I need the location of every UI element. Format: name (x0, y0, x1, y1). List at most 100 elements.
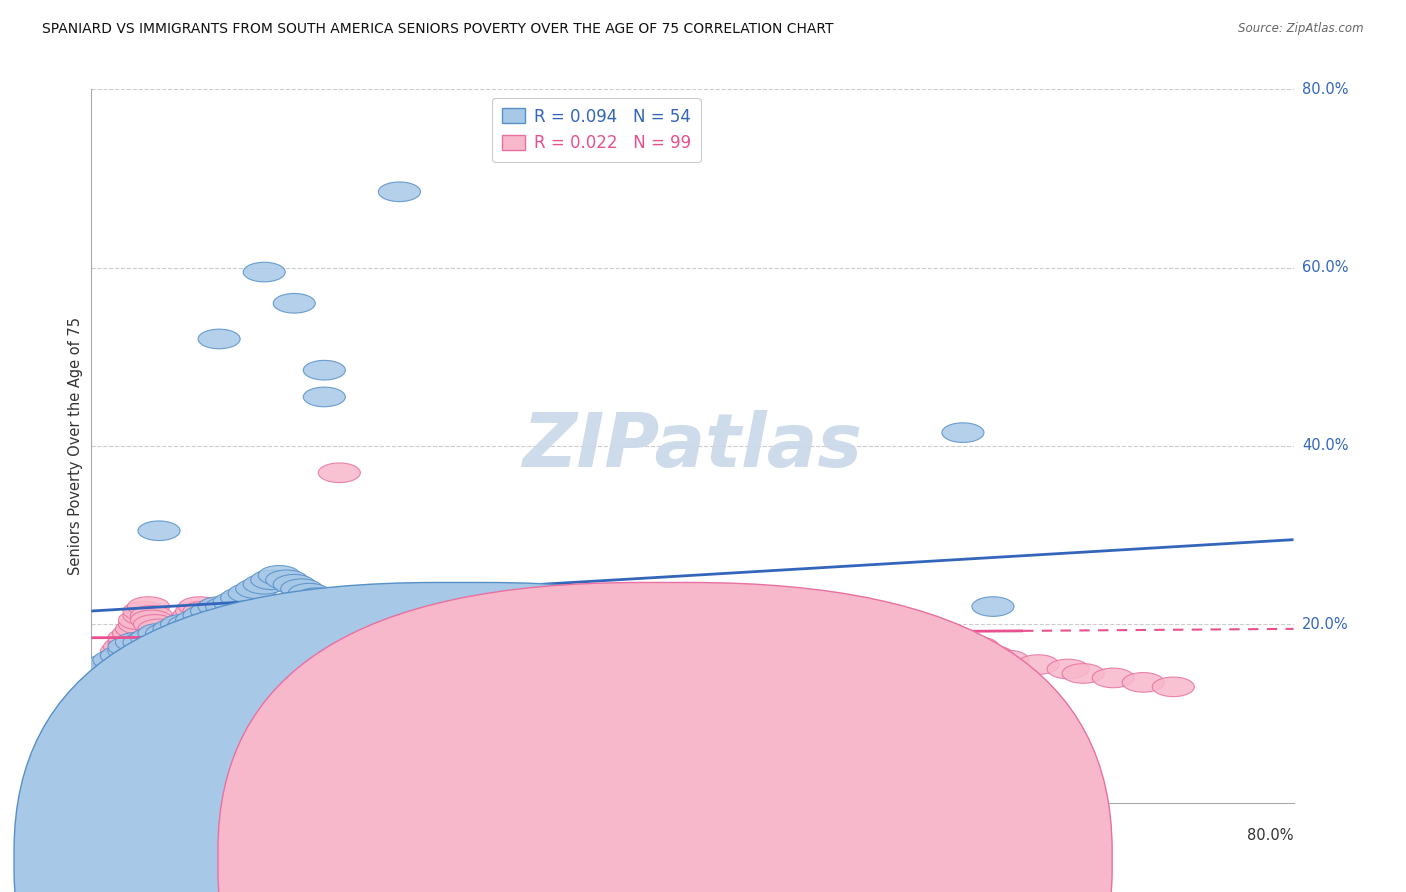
Ellipse shape (567, 668, 609, 688)
Ellipse shape (259, 659, 301, 679)
Ellipse shape (100, 646, 142, 665)
Text: SPANIARD VS IMMIGRANTS FROM SOUTH AMERICA SENIORS POVERTY OVER THE AGE OF 75 COR: SPANIARD VS IMMIGRANTS FROM SOUTH AMERIC… (42, 22, 834, 37)
Ellipse shape (340, 624, 382, 643)
Ellipse shape (333, 704, 375, 723)
Ellipse shape (491, 650, 533, 670)
Ellipse shape (281, 579, 323, 599)
Text: 40.0%: 40.0% (1302, 439, 1348, 453)
Ellipse shape (522, 655, 564, 674)
Text: 80.0%: 80.0% (1247, 828, 1294, 843)
Ellipse shape (153, 619, 195, 639)
Ellipse shape (942, 632, 984, 652)
Ellipse shape (446, 637, 488, 657)
Ellipse shape (131, 606, 173, 625)
Ellipse shape (236, 579, 278, 599)
Ellipse shape (169, 615, 209, 634)
Ellipse shape (179, 597, 221, 616)
Ellipse shape (243, 262, 285, 282)
Ellipse shape (288, 583, 330, 603)
Ellipse shape (115, 632, 157, 652)
Ellipse shape (108, 637, 150, 657)
Ellipse shape (762, 704, 804, 723)
Ellipse shape (987, 650, 1029, 670)
Ellipse shape (89, 668, 131, 688)
Ellipse shape (228, 641, 270, 661)
Ellipse shape (288, 677, 330, 697)
Ellipse shape (115, 619, 157, 639)
Ellipse shape (108, 641, 150, 661)
Ellipse shape (311, 606, 353, 625)
Ellipse shape (93, 650, 135, 670)
Ellipse shape (93, 655, 135, 674)
Ellipse shape (326, 615, 368, 634)
Ellipse shape (356, 628, 398, 648)
Ellipse shape (100, 646, 142, 665)
Ellipse shape (173, 606, 215, 625)
Ellipse shape (160, 619, 202, 639)
Ellipse shape (536, 659, 578, 679)
Ellipse shape (183, 601, 225, 621)
Ellipse shape (118, 615, 160, 634)
Ellipse shape (349, 713, 391, 732)
Ellipse shape (416, 650, 458, 670)
Ellipse shape (318, 463, 360, 483)
Ellipse shape (183, 606, 225, 625)
Legend: R = 0.094   N = 54, R = 0.022   N = 99: R = 0.094 N = 54, R = 0.022 N = 99 (492, 97, 700, 161)
Ellipse shape (134, 615, 176, 634)
Ellipse shape (340, 708, 382, 728)
Ellipse shape (972, 646, 1014, 665)
Ellipse shape (131, 628, 173, 648)
Ellipse shape (214, 592, 254, 612)
Ellipse shape (138, 624, 180, 643)
Text: Source: ZipAtlas.com: Source: ZipAtlas.com (1239, 22, 1364, 36)
Ellipse shape (86, 673, 128, 692)
Text: ZIPatlas: ZIPatlas (523, 409, 862, 483)
Ellipse shape (198, 597, 240, 616)
Ellipse shape (153, 628, 195, 648)
Ellipse shape (304, 597, 346, 616)
Ellipse shape (792, 637, 834, 657)
Ellipse shape (93, 668, 135, 688)
Ellipse shape (108, 632, 150, 652)
Ellipse shape (128, 597, 170, 616)
Ellipse shape (243, 574, 285, 594)
Ellipse shape (371, 673, 413, 692)
Ellipse shape (1047, 659, 1090, 679)
Ellipse shape (122, 606, 165, 625)
Ellipse shape (131, 673, 173, 692)
Ellipse shape (122, 601, 165, 621)
Ellipse shape (191, 610, 232, 630)
Ellipse shape (194, 615, 236, 634)
Ellipse shape (792, 708, 834, 728)
Ellipse shape (378, 668, 420, 688)
Text: 20.0%: 20.0% (1302, 617, 1348, 632)
Ellipse shape (100, 641, 142, 661)
Ellipse shape (304, 360, 346, 380)
Ellipse shape (104, 637, 145, 657)
Text: Immigrants from South America: Immigrants from South America (699, 853, 934, 867)
Ellipse shape (318, 695, 360, 714)
Ellipse shape (266, 570, 308, 590)
Ellipse shape (318, 610, 360, 630)
Ellipse shape (176, 601, 218, 621)
Ellipse shape (641, 686, 683, 706)
Ellipse shape (304, 387, 346, 407)
Ellipse shape (118, 610, 160, 630)
Ellipse shape (157, 624, 200, 643)
Ellipse shape (551, 664, 593, 683)
Ellipse shape (281, 673, 323, 692)
Ellipse shape (304, 686, 346, 706)
Ellipse shape (145, 628, 187, 648)
Ellipse shape (333, 619, 375, 639)
Ellipse shape (409, 641, 450, 661)
Ellipse shape (385, 664, 427, 683)
Ellipse shape (409, 655, 450, 674)
Ellipse shape (1153, 677, 1194, 697)
Ellipse shape (1017, 655, 1059, 674)
Text: Spaniards: Spaniards (495, 853, 568, 867)
Ellipse shape (394, 637, 436, 657)
Ellipse shape (866, 722, 908, 741)
Ellipse shape (122, 632, 165, 652)
Ellipse shape (821, 713, 863, 732)
Ellipse shape (432, 646, 472, 665)
